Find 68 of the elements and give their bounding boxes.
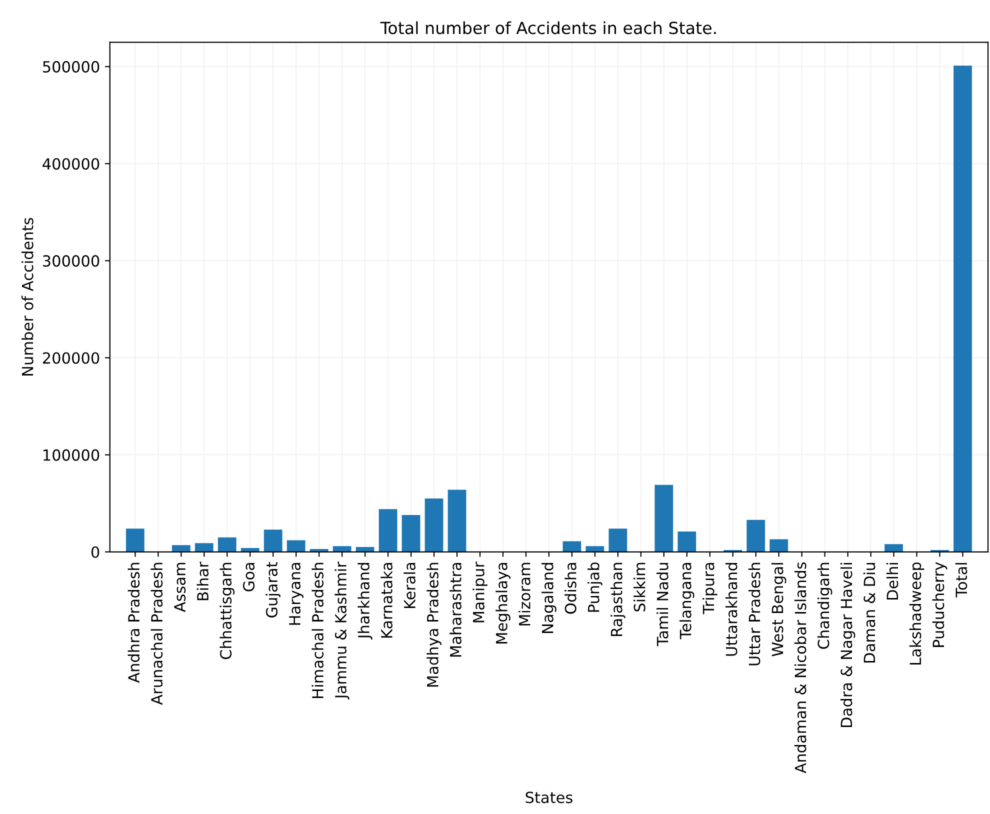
bar <box>286 540 306 552</box>
x-tick-label: Dadra & Nagar Haveli <box>840 563 856 727</box>
bar <box>678 532 696 552</box>
x-tick-label: Telangana <box>679 563 694 640</box>
bar <box>608 528 628 552</box>
bar <box>356 547 374 552</box>
x-tick-label: Arunachal Pradesh <box>150 562 163 705</box>
x-tick-label: Jammu & Kashmir <box>334 562 350 700</box>
y-tick-label: 200000 <box>42 352 100 364</box>
bar <box>654 484 674 552</box>
x-tick-label: Lakshadweep <box>909 562 924 665</box>
x-tick-label: Gujarat <box>266 562 280 618</box>
x-tick-label: Karnataka <box>380 563 392 638</box>
x-tick-label: Assam <box>174 562 186 612</box>
bar <box>218 537 236 552</box>
bar <box>586 546 604 552</box>
bar <box>264 530 282 552</box>
x-tick-label: West Bengal <box>771 563 786 656</box>
x-tick-label: Punjab <box>588 562 602 612</box>
x-tick-label: Uttarakhand <box>725 563 738 656</box>
x-tick-label: Andhra Pradesh <box>128 562 140 683</box>
x-axis-title: States <box>526 792 572 804</box>
bar <box>126 528 144 552</box>
bar <box>884 544 903 552</box>
x-tick-label: Nagaland <box>542 563 556 633</box>
bar <box>240 548 260 552</box>
x-tick-label: Meghalaya <box>496 563 510 644</box>
y-tick-label: 400000 <box>42 158 100 170</box>
y-tick-label: 0 <box>91 546 100 558</box>
x-tick-label: Tamil Nadu <box>656 563 668 646</box>
bar <box>378 509 398 552</box>
x-tick-label: Manipur <box>472 562 488 622</box>
bar <box>402 515 420 552</box>
x-tick-label: Puducherry <box>932 562 948 647</box>
x-tick-label: Rajasthan <box>610 562 626 636</box>
bar <box>194 543 214 552</box>
y-tick-label: 500000 <box>43 61 100 73</box>
x-tick-label: Madhya Pradesh <box>426 562 442 687</box>
x-tick-label: Mizoram <box>518 562 530 626</box>
bar <box>746 520 766 552</box>
x-tick-label: Total <box>955 563 968 598</box>
x-tick-label: Goa <box>242 563 255 592</box>
bar <box>770 539 788 552</box>
y-tick-label: 100000 <box>44 449 100 461</box>
x-tick-label: Maharashtra <box>450 563 462 657</box>
x-tick-label: Bihar <box>196 562 209 600</box>
x-tick-label: Haryana <box>289 563 304 625</box>
bar <box>448 490 466 552</box>
bar <box>172 545 190 552</box>
x-tick-label: Andaman & Nicobar Islands <box>794 562 806 774</box>
bar <box>954 66 972 552</box>
x-tick-label: Kerala <box>404 563 416 608</box>
x-tick-label: Chhattisgarh <box>220 562 235 660</box>
x-tick-label: Chandigarh <box>817 562 832 649</box>
x-tick-label: Daman & Diu <box>863 563 876 662</box>
x-tick-label: Jharkhand <box>358 563 372 640</box>
x-tick-label: Odisha <box>564 563 576 614</box>
bar <box>332 546 352 552</box>
x-tick-label: Delhi <box>886 563 898 600</box>
y-axis-title: Number of Accidents <box>22 218 34 376</box>
y-tick-label: 300000 <box>43 255 100 267</box>
x-tick-label: Tripura <box>702 563 718 614</box>
x-tick-label: Sikkim <box>634 562 646 612</box>
bar <box>424 498 444 552</box>
x-tick-label: Himachal Pradesh <box>312 562 324 698</box>
bar <box>562 541 582 552</box>
x-tick-label: Uttar Pradesh <box>748 562 760 666</box>
chart-title: Total number of Accidents in each State. <box>380 21 716 34</box>
